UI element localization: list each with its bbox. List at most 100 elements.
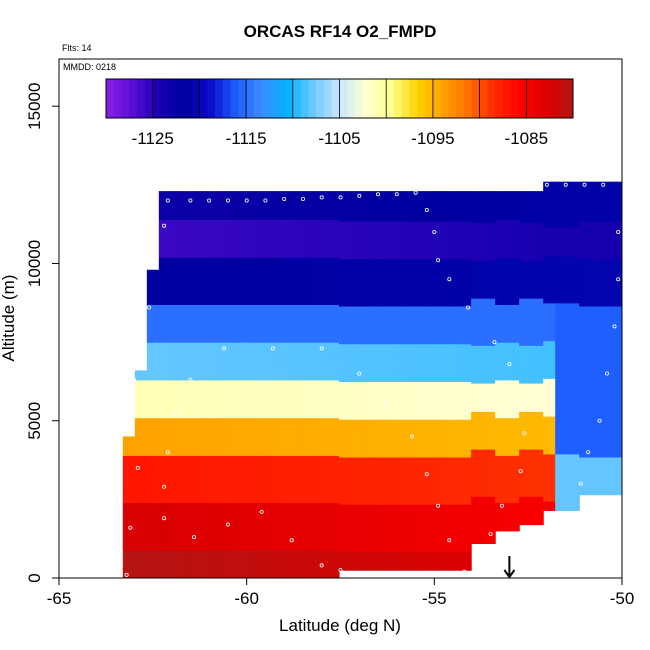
heat-cell (447, 551, 460, 562)
heat-cell (351, 485, 364, 496)
track-point (132, 377, 137, 382)
heat-cell (507, 266, 520, 277)
heat-cell (339, 438, 352, 449)
heat-cell (254, 379, 268, 390)
heat-cell (543, 397, 556, 408)
heat-cell (182, 530, 196, 541)
heat-cell (146, 445, 160, 456)
heat-cell (363, 466, 376, 477)
heat-cell (278, 238, 292, 249)
heat-cell (471, 250, 484, 261)
heat-cell (471, 364, 484, 375)
heat-cell (134, 521, 148, 532)
heat-cell (615, 381, 622, 392)
heat-cell (363, 541, 376, 552)
heat-cell (555, 397, 568, 408)
heat-cell (194, 417, 208, 428)
heat-cell (423, 287, 436, 298)
heat-cell (254, 483, 268, 494)
x-axis: -65 -60 -55 -50 (47, 578, 634, 608)
heat-cell (290, 285, 304, 296)
heat-cell (218, 332, 232, 343)
heat-cell (591, 230, 604, 241)
heat-cell (218, 483, 232, 494)
heat-cell (218, 351, 232, 362)
heat-cell (278, 398, 292, 409)
heat-cell (603, 249, 616, 260)
heat-cell (254, 436, 268, 447)
heat-cell (242, 568, 256, 578)
heat-cell (290, 370, 304, 381)
heat-cell (339, 513, 352, 524)
heat-cell (278, 464, 292, 475)
heat-cell (459, 381, 472, 392)
heat-cell (206, 427, 220, 438)
colorbar-swatch (277, 79, 286, 118)
heat-cell (278, 549, 292, 560)
heat-cell (278, 313, 292, 324)
heat-cell (158, 276, 172, 287)
heat-cell (254, 389, 268, 400)
heat-cell (351, 409, 364, 420)
heat-cell (531, 401, 544, 412)
heat-cell (531, 364, 544, 375)
heat-cell (519, 203, 532, 214)
heat-cell (399, 324, 412, 335)
heat-cell (411, 400, 424, 411)
heat-cell (158, 455, 172, 466)
heat-cell (314, 257, 328, 268)
colorbar-swatch (393, 79, 403, 118)
heat-cell (206, 464, 220, 475)
heat-cell (615, 305, 622, 316)
heat-cell (194, 530, 208, 541)
heat-cell (254, 228, 268, 239)
heat-cell (206, 219, 220, 230)
heat-cell (555, 482, 568, 493)
heat-cell (134, 511, 148, 522)
heat-cell (326, 294, 340, 305)
track-point (616, 229, 621, 234)
heat-cell (146, 370, 160, 381)
heat-cell (471, 213, 484, 224)
heat-cell (591, 324, 604, 335)
heat-cell (266, 559, 280, 570)
track-point (282, 196, 287, 201)
heat-cell (363, 362, 376, 373)
heat-cell (531, 260, 544, 271)
heat-cell (363, 494, 376, 505)
heat-cell (218, 493, 232, 504)
heat-cell (363, 532, 376, 543)
heat-cell (471, 288, 484, 299)
track-point (357, 193, 362, 198)
track-point (150, 264, 155, 269)
heat-cell (555, 181, 568, 191)
heat-cell (579, 428, 592, 439)
heat-cell (363, 409, 376, 420)
heat-cell (158, 559, 172, 570)
heat-cell (242, 389, 256, 400)
heat-cell (423, 305, 436, 316)
heat-cell (351, 296, 364, 307)
heat-cell (603, 353, 616, 364)
heat-cell (531, 222, 544, 233)
heat-cell (290, 209, 304, 221)
heat-cell (471, 392, 484, 403)
heat-cell (266, 408, 280, 419)
heat-cell (158, 200, 172, 211)
heat-cell (567, 236, 580, 247)
heat-cell (555, 378, 568, 389)
heat-cell (507, 521, 520, 532)
heat-cell (471, 515, 484, 526)
heat-cell (146, 360, 160, 371)
heat-cell (411, 220, 424, 232)
heat-cell (254, 493, 268, 504)
heat-cell (182, 247, 196, 258)
heat-cell (326, 559, 340, 570)
heat-cell (326, 360, 340, 371)
heat-cell (603, 343, 616, 354)
heat-cell (519, 382, 532, 394)
heat-cell (531, 515, 544, 526)
heat-cell (266, 351, 280, 362)
heat-cell (531, 213, 544, 224)
heat-cell (290, 408, 304, 419)
